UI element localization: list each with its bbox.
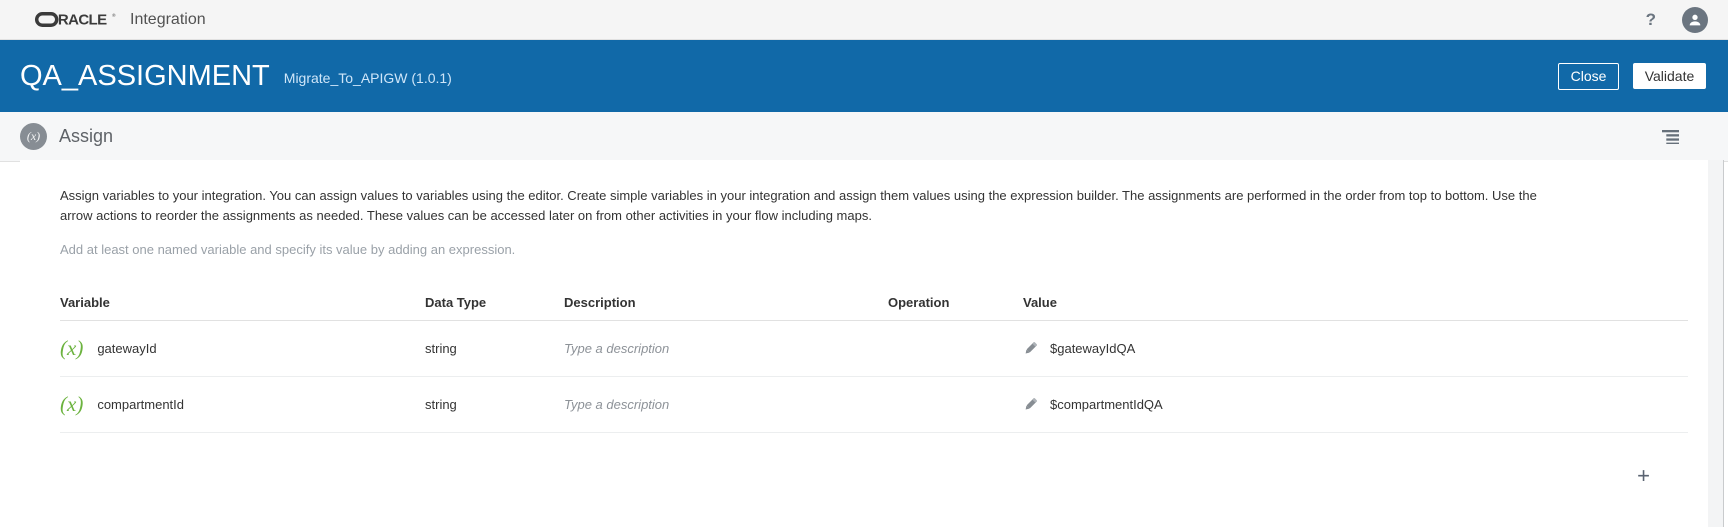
svg-text:RACLE: RACLE — [58, 12, 107, 27]
svg-text:®: ® — [112, 12, 116, 18]
